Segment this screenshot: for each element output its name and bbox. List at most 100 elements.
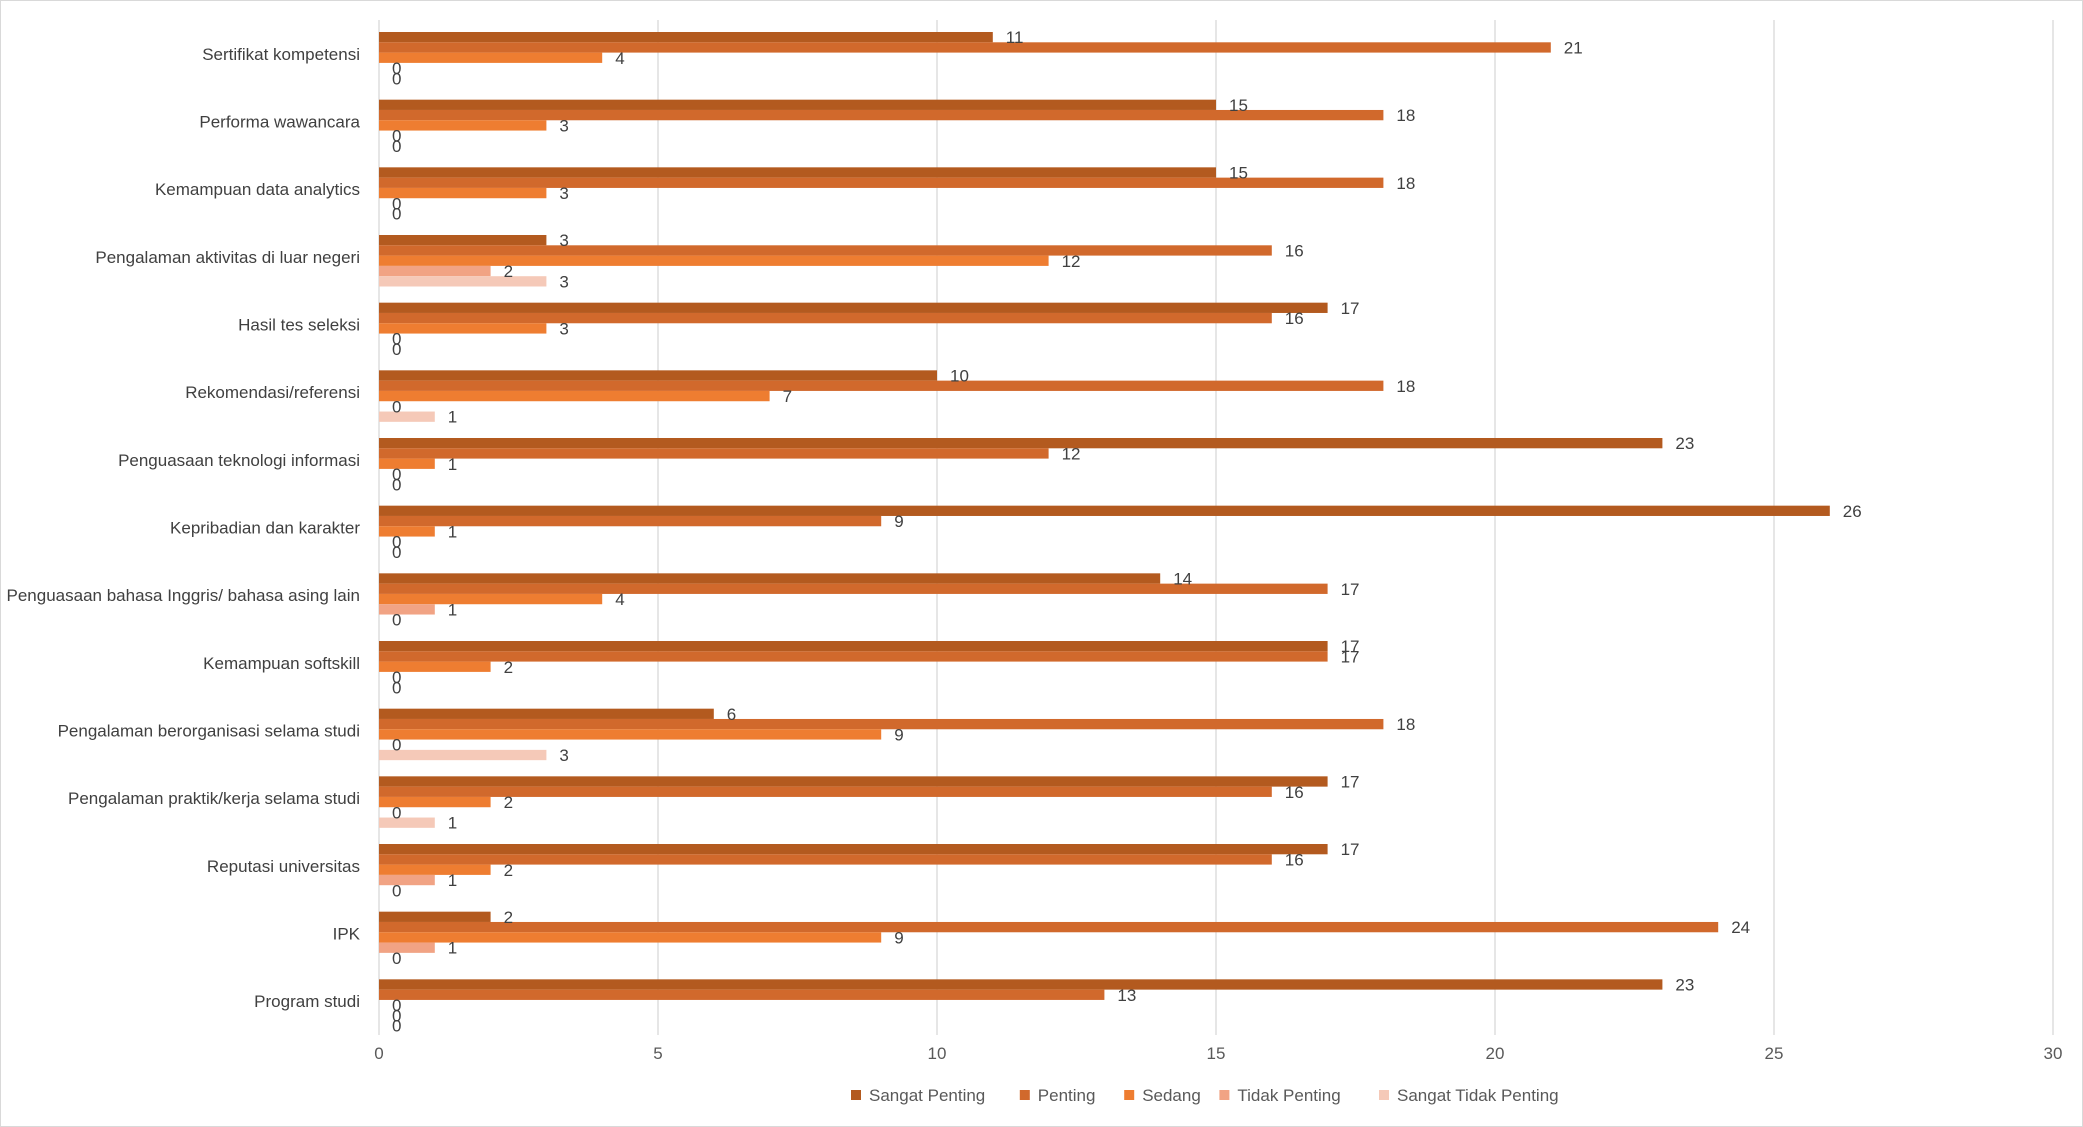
x-tick-label: 25 (1765, 1044, 1784, 1063)
data-label: 13 (1117, 986, 1136, 1005)
data-labels: 1121400151830015183003161223171630010187… (392, 28, 1862, 1036)
legend-swatch (1124, 1090, 1135, 1100)
bar (379, 817, 435, 828)
legend-swatch (1219, 1090, 1230, 1100)
legend-label: Penting (1038, 1086, 1096, 1105)
bar (379, 786, 1272, 797)
data-label: 3 (559, 272, 568, 291)
bar (379, 99, 1216, 110)
bar (379, 380, 1384, 391)
data-label: 1 (448, 871, 457, 890)
data-label: 18 (1396, 106, 1415, 125)
x-tick-label: 0 (374, 1044, 383, 1063)
data-label: 18 (1396, 174, 1415, 193)
bar (379, 796, 491, 808)
x-tick-label: 30 (2044, 1044, 2063, 1063)
data-label: 9 (894, 512, 903, 531)
bar (379, 749, 547, 761)
data-label: 17 (1341, 840, 1360, 859)
category-label: Kemampuan softskill (203, 654, 360, 673)
data-label: 3 (559, 184, 568, 203)
bar (379, 42, 1551, 53)
bar (379, 651, 1328, 662)
legend-swatch (1019, 1090, 1030, 1100)
bar (379, 854, 1272, 865)
category-label: Hasil tes seleksi (238, 316, 360, 335)
data-label: 18 (1396, 377, 1415, 396)
data-label: 3 (559, 746, 568, 765)
data-label: 0 (392, 137, 401, 156)
data-label: 0 (392, 465, 401, 484)
data-label: 23 (1675, 975, 1694, 994)
legend-swatch (1379, 1090, 1389, 1100)
data-label: 7 (783, 387, 792, 406)
bar (379, 448, 1049, 459)
data-label: 0 (392, 475, 401, 494)
bar (379, 167, 1216, 178)
category-label: Pengalaman berorganisasi selama studi (58, 722, 360, 741)
bar (379, 120, 547, 131)
bar (379, 255, 1049, 266)
category-label: Pengalaman aktivitas di luar negeri (95, 248, 360, 267)
legend-swatch (851, 1090, 861, 1100)
data-label: 4 (615, 49, 624, 68)
bar (379, 708, 714, 719)
bar (379, 458, 435, 469)
data-label: 0 (392, 59, 401, 78)
data-label: 17 (1341, 772, 1360, 791)
data-label: 0 (392, 533, 401, 552)
category-label: Rekomendasi/referensi (185, 383, 360, 402)
bar (379, 932, 882, 943)
bar (379, 245, 1272, 256)
data-label: 0 (392, 668, 401, 687)
legend-label: Sedang (1142, 1086, 1201, 1105)
data-label: 0 (392, 543, 401, 562)
data-label: 2 (504, 262, 513, 281)
category-label: Kepribadian dan karakter (170, 519, 360, 538)
category-label: Kemampuan data analytics (155, 180, 360, 199)
data-label: 18 (1396, 715, 1415, 734)
x-tick-label: 20 (1486, 1044, 1505, 1063)
legend: Sangat Penting Penting Sedang Tidak Penting… (851, 1086, 1559, 1105)
bar (379, 776, 1328, 787)
data-label: 16 (1285, 783, 1304, 802)
bar (379, 718, 1384, 730)
data-label: 0 (392, 330, 401, 349)
data-label: 1 (448, 814, 457, 833)
data-label: 0 (392, 1006, 401, 1025)
category-label: IPK (333, 925, 361, 944)
bar (379, 979, 1663, 990)
bar (379, 109, 1384, 121)
legend-label: Tidak Penting (1237, 1086, 1340, 1105)
x-tick-label: 15 (1207, 1044, 1226, 1063)
bar (379, 989, 1105, 1000)
legend-label: Sangat Penting (869, 1086, 985, 1105)
bar (379, 604, 435, 615)
data-label: 1 (448, 408, 457, 427)
category-label: Performa wawancara (199, 113, 360, 132)
data-label: 17 (1341, 299, 1360, 318)
x-tick-label: 5 (653, 1044, 662, 1063)
data-label: 9 (894, 725, 903, 744)
bar (379, 921, 1719, 933)
category-label: Sertifikat kompetensi (202, 45, 360, 64)
bar (379, 265, 491, 277)
data-label: 16 (1285, 309, 1304, 328)
data-label: 1 (448, 939, 457, 958)
category-label: Program studi (254, 992, 360, 1011)
bar (379, 235, 547, 246)
data-label: 0 (392, 340, 401, 359)
data-label: 0 (392, 194, 401, 213)
data-label: 0 (392, 678, 401, 697)
data-label: 1 (448, 600, 457, 619)
category-label: Pengalaman praktik/kerja selama studi (68, 789, 360, 808)
bar (379, 32, 993, 43)
data-label: 21 (1564, 38, 1583, 57)
bar (379, 52, 603, 63)
data-label: 0 (392, 803, 401, 822)
data-label: 0 (392, 949, 401, 968)
bar (379, 844, 1328, 855)
data-label: 1 (448, 455, 457, 474)
data-label: 12 (1062, 444, 1081, 463)
